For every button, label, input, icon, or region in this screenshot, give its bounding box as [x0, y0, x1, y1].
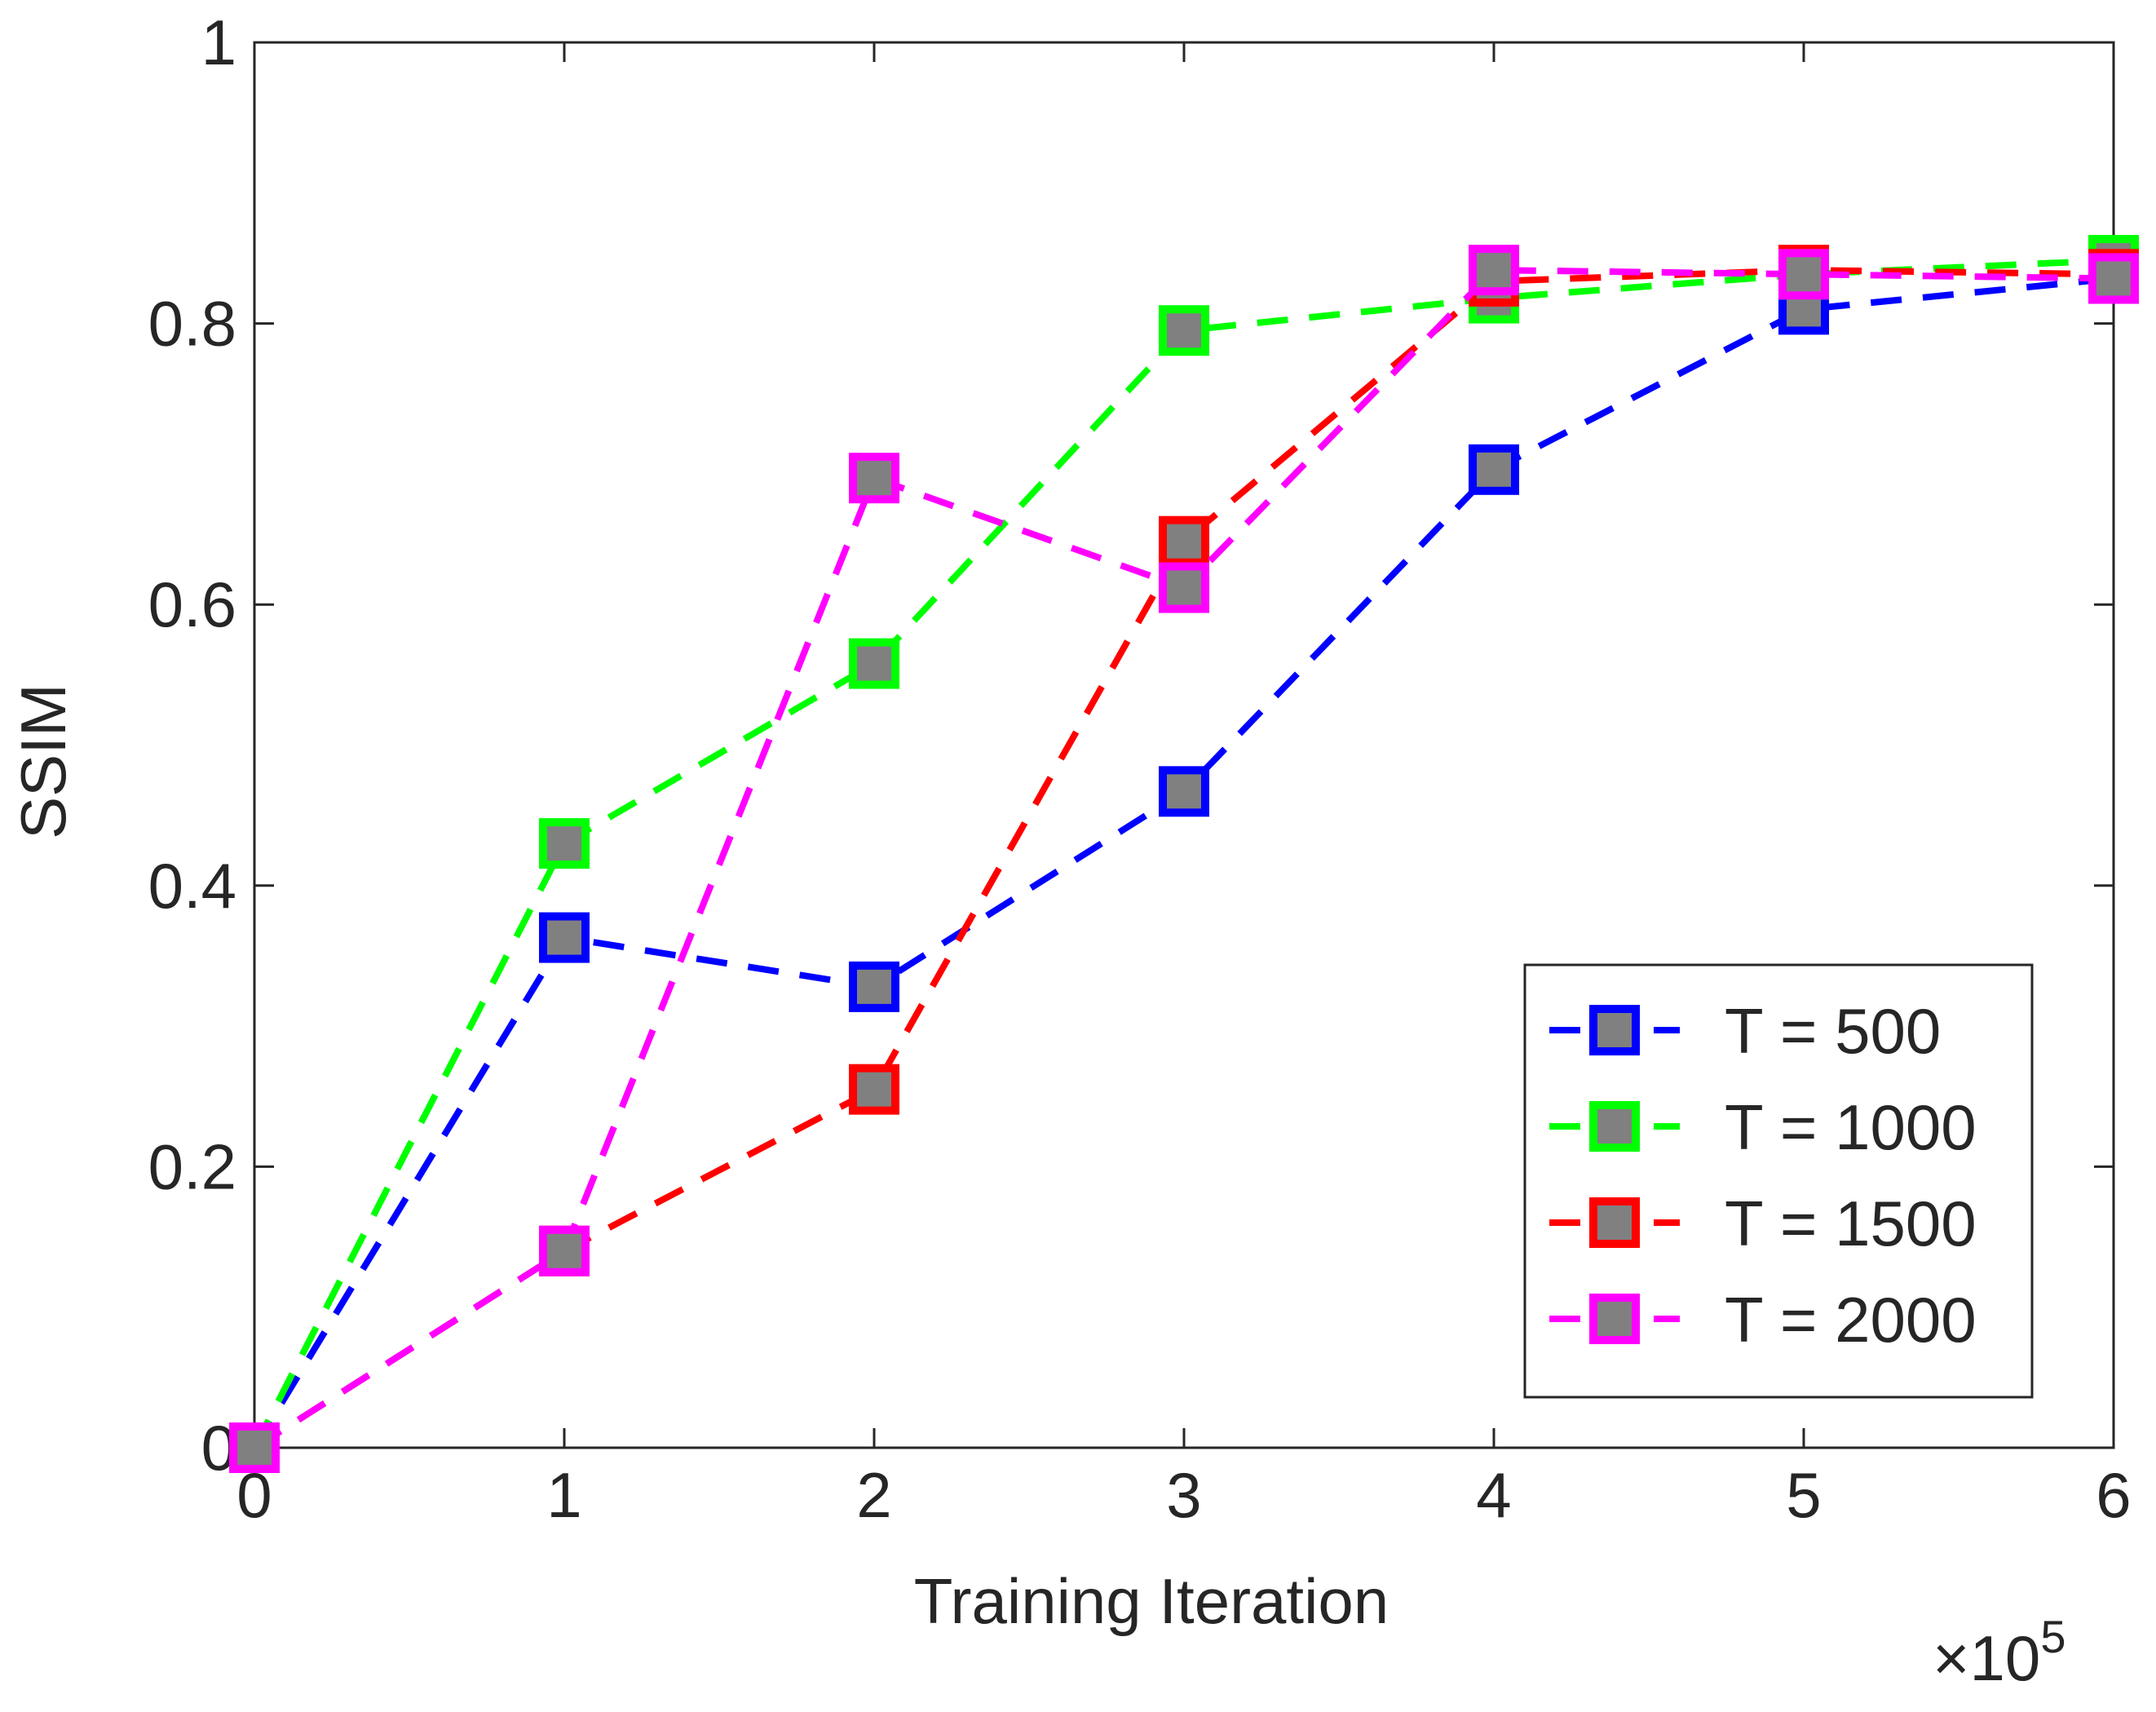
x-tick-label: 1: [546, 1459, 581, 1531]
data-point-marker: [1778, 249, 1829, 300]
data-point-marker: [849, 453, 899, 504]
data-point-marker: [1469, 444, 1519, 495]
data-point-marker: [1159, 562, 1209, 613]
y-tick-label: 0.6: [148, 568, 236, 640]
data-point-marker: [1469, 245, 1519, 296]
x-tick-label: 4: [1476, 1459, 1511, 1531]
y-axis-label: SSIM: [7, 683, 79, 839]
legend-marker-swatch: [1589, 1197, 1640, 1248]
data-point-marker: [1159, 515, 1209, 567]
legend-entry: T = 500: [1549, 995, 1941, 1067]
x-multiplier-base: ×10: [1933, 1622, 2040, 1694]
y-tick-label: 0.4: [148, 850, 236, 922]
data-point-marker: [539, 912, 590, 963]
x-axis-label: Training Iteration: [914, 1565, 1389, 1637]
x-tick-label: 2: [856, 1459, 891, 1531]
legend-label: T = 2000: [1725, 1284, 1977, 1356]
x-axis-multiplier: ×105: [1933, 1611, 2065, 1694]
x-tick-label: 5: [1786, 1459, 1821, 1531]
data-point-marker: [229, 1422, 280, 1473]
data-point-marker: [849, 1064, 899, 1115]
y-tick-label: 0.8: [148, 288, 236, 360]
x-tick-label: 6: [2096, 1459, 2131, 1531]
data-point-marker: [2088, 253, 2139, 304]
legend-label: T = 1000: [1725, 1091, 1977, 1163]
data-point-marker: [1159, 305, 1209, 356]
data-point-marker: [849, 961, 899, 1012]
x-tick-label: 3: [1166, 1459, 1201, 1531]
legend-label: T = 500: [1725, 995, 1941, 1067]
y-tick-label: 1: [201, 7, 236, 78]
series-t-2000: [229, 245, 2139, 1473]
legend-entry: T = 2000: [1549, 1284, 1977, 1356]
data-point-marker: [1159, 766, 1209, 817]
legend-marker-swatch: [1589, 1005, 1640, 1055]
legend: T = 500 T = 1000 T = 1500 T = 2000: [1523, 963, 2034, 1399]
y-axis-ticks: 00.20.40.60.81: [148, 7, 2114, 1484]
data-point-marker: [539, 818, 590, 869]
legend-marker-swatch: [1589, 1101, 1640, 1152]
data-point-marker: [849, 638, 899, 689]
series-layer: [229, 235, 2139, 1473]
x-multiplier-exponent: 5: [2040, 1611, 2065, 1662]
y-tick-label: 0.2: [148, 1130, 236, 1202]
legend-label: T = 1500: [1725, 1188, 1977, 1259]
data-point-marker: [539, 1225, 590, 1276]
legend-entry: T = 1000: [1549, 1091, 1977, 1163]
legend-marker-swatch: [1589, 1294, 1640, 1344]
legend-entry: T = 1500: [1549, 1188, 1977, 1259]
